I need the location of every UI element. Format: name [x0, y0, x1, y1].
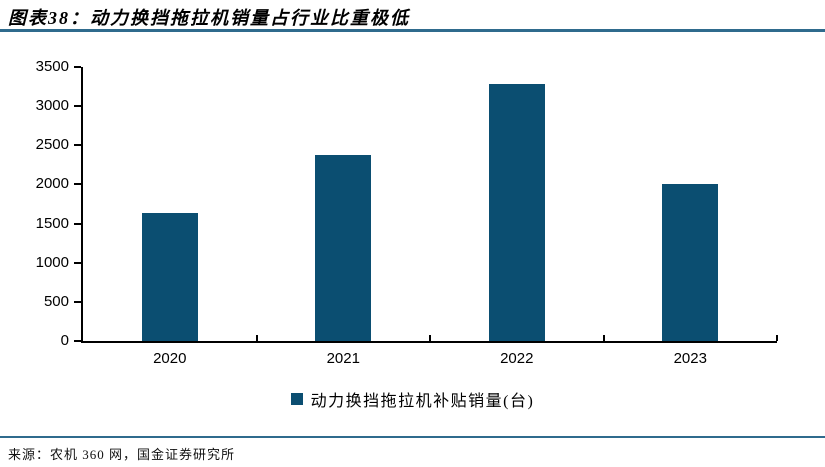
- legend-label: 动力换挡拖拉机补贴销量(台): [310, 393, 535, 410]
- y-axis-label: 1500: [35, 214, 69, 232]
- y-axis-tick: [74, 144, 81, 147]
- x-axis-tick: [255, 335, 258, 341]
- x-axis-line: [81, 341, 777, 343]
- y-axis-tick: [74, 105, 81, 108]
- y-axis-tick: [74, 183, 81, 186]
- y-axis-label: 2500: [35, 136, 69, 154]
- title-divider: [0, 29, 825, 32]
- source-note: 来源：农机 360 网，国金证券研究所: [8, 447, 236, 462]
- bar: [141, 213, 198, 341]
- figure-title: 图表38：动力换挡拖拉机销量占行业比重极低: [8, 8, 410, 28]
- y-axis-tick: [74, 222, 81, 225]
- chart-legend: 动力换挡拖拉机补贴销量(台): [0, 387, 825, 411]
- y-axis-tick: [74, 340, 81, 342]
- y-axis-line: [81, 67, 83, 343]
- bar: [315, 155, 372, 341]
- y-axis-label: 3000: [35, 97, 69, 115]
- y-axis-label: 2000: [35, 175, 69, 193]
- x-axis-label: 2023: [673, 350, 707, 367]
- x-axis-label: 2022: [500, 350, 534, 367]
- y-axis-tick: [74, 66, 81, 68]
- bar: [662, 183, 719, 341]
- y-axis-tick: [74, 261, 81, 264]
- y-axis-label: 500: [43, 292, 69, 310]
- y-axis-label: 0: [60, 332, 69, 349]
- x-axis-label: 2021: [326, 350, 360, 367]
- y-axis-label: 1000: [35, 253, 69, 271]
- x-axis-tick: [602, 335, 605, 341]
- y-axis-label: 3500: [35, 58, 69, 75]
- legend-swatch-icon: [290, 393, 303, 405]
- x-axis-tick: [776, 335, 778, 341]
- footer-divider: [0, 436, 825, 438]
- x-axis-label: 2020: [153, 350, 187, 367]
- bar: [488, 84, 545, 341]
- y-axis-tick: [74, 300, 81, 303]
- x-axis-tick: [429, 335, 431, 341]
